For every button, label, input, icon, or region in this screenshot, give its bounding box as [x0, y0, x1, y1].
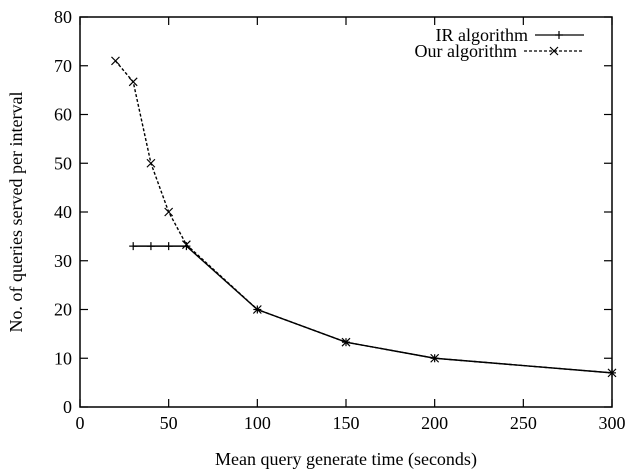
- legend-label-ir-algorithm: IR algorithm: [436, 25, 529, 45]
- y-axis-title: No. of queries served per interval: [6, 92, 26, 333]
- ticks: 0 50 100 150 200 250 300 0 10 20 30 40 50 60 70 80: [54, 7, 626, 433]
- data-point-our-algorithm: [164, 207, 174, 217]
- data-point-our-algorithm: [181, 240, 191, 250]
- legend: IR algorithm Our algorithm: [415, 25, 584, 61]
- y-tick-label: 80: [54, 7, 72, 27]
- x-tick-label: 200: [421, 413, 448, 433]
- data-point-our-algorithm: [430, 353, 440, 363]
- data-point-our-algorithm: [146, 158, 156, 168]
- x-tick-label: 300: [599, 413, 626, 433]
- x-tick-label: 100: [244, 413, 271, 433]
- data-point-ir-algorithm: [129, 242, 138, 251]
- legend-marker-our-algorithm: [549, 46, 559, 56]
- y-tick-label: 10: [54, 348, 72, 368]
- data-point-ir-algorithm: [146, 242, 155, 251]
- series-line-our-algorithm: [114, 60, 613, 374]
- y-tick-label: 60: [54, 105, 72, 125]
- x-tick-label: 250: [510, 413, 537, 433]
- legend-marker-ir-algorithm: [555, 31, 563, 39]
- series: [111, 56, 617, 378]
- y-tick-label: 30: [54, 251, 72, 271]
- data-point-ir-algorithm: [164, 242, 173, 251]
- data-point-our-algorithm: [128, 77, 138, 87]
- y-tick-label: 70: [54, 56, 72, 76]
- y-tick-label: 40: [54, 202, 72, 222]
- data-point-our-algorithm: [341, 337, 351, 347]
- data-point-ir-algorithm: [182, 242, 191, 251]
- data-point-our-algorithm: [252, 305, 262, 314]
- y-tick-label: 50: [54, 153, 72, 173]
- plot-frame: [79, 16, 613, 408]
- y-tick-label: 20: [54, 300, 72, 320]
- x-tick-label: 150: [333, 413, 360, 433]
- data-point-our-algorithm: [111, 56, 120, 66]
- legend-label-our-algorithm: Our algorithm: [415, 41, 517, 61]
- x-tick-label: 50: [160, 413, 178, 433]
- y-tick-label: 0: [63, 397, 72, 417]
- x-axis-title: Mean query generate time (seconds): [215, 449, 477, 470]
- series-line-ir-algorithm: [133, 245, 613, 374]
- data-point-our-algorithm: [607, 368, 617, 378]
- x-tick-label: 0: [76, 413, 85, 433]
